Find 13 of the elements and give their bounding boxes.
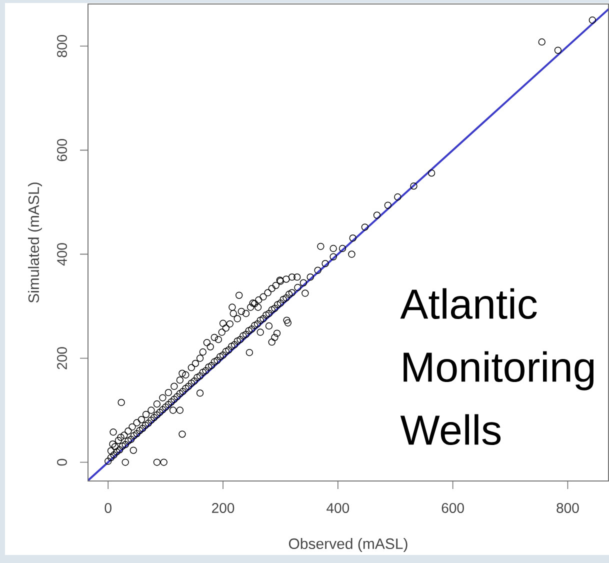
annotation: Atlantic Monitoring Wells: [400, 288, 594, 446]
x-tick-label: 400: [326, 503, 350, 513]
x-tick-label: 800: [556, 503, 579, 513]
y-tick-label: 600: [57, 139, 67, 162]
y-tick-label: 0: [57, 458, 67, 466]
y-tick-label: 800: [57, 35, 67, 58]
x-tick-label: 600: [442, 503, 464, 513]
x-tick-label: 0: [104, 503, 112, 513]
y-tick-label: 200: [57, 347, 67, 370]
x-tick-label: 200: [212, 503, 234, 513]
y-axis-title: Simulated (mASL): [28, 182, 42, 303]
y-tick-label: 400: [57, 243, 67, 266]
x-axis-title: Observed (mASL): [288, 538, 408, 552]
